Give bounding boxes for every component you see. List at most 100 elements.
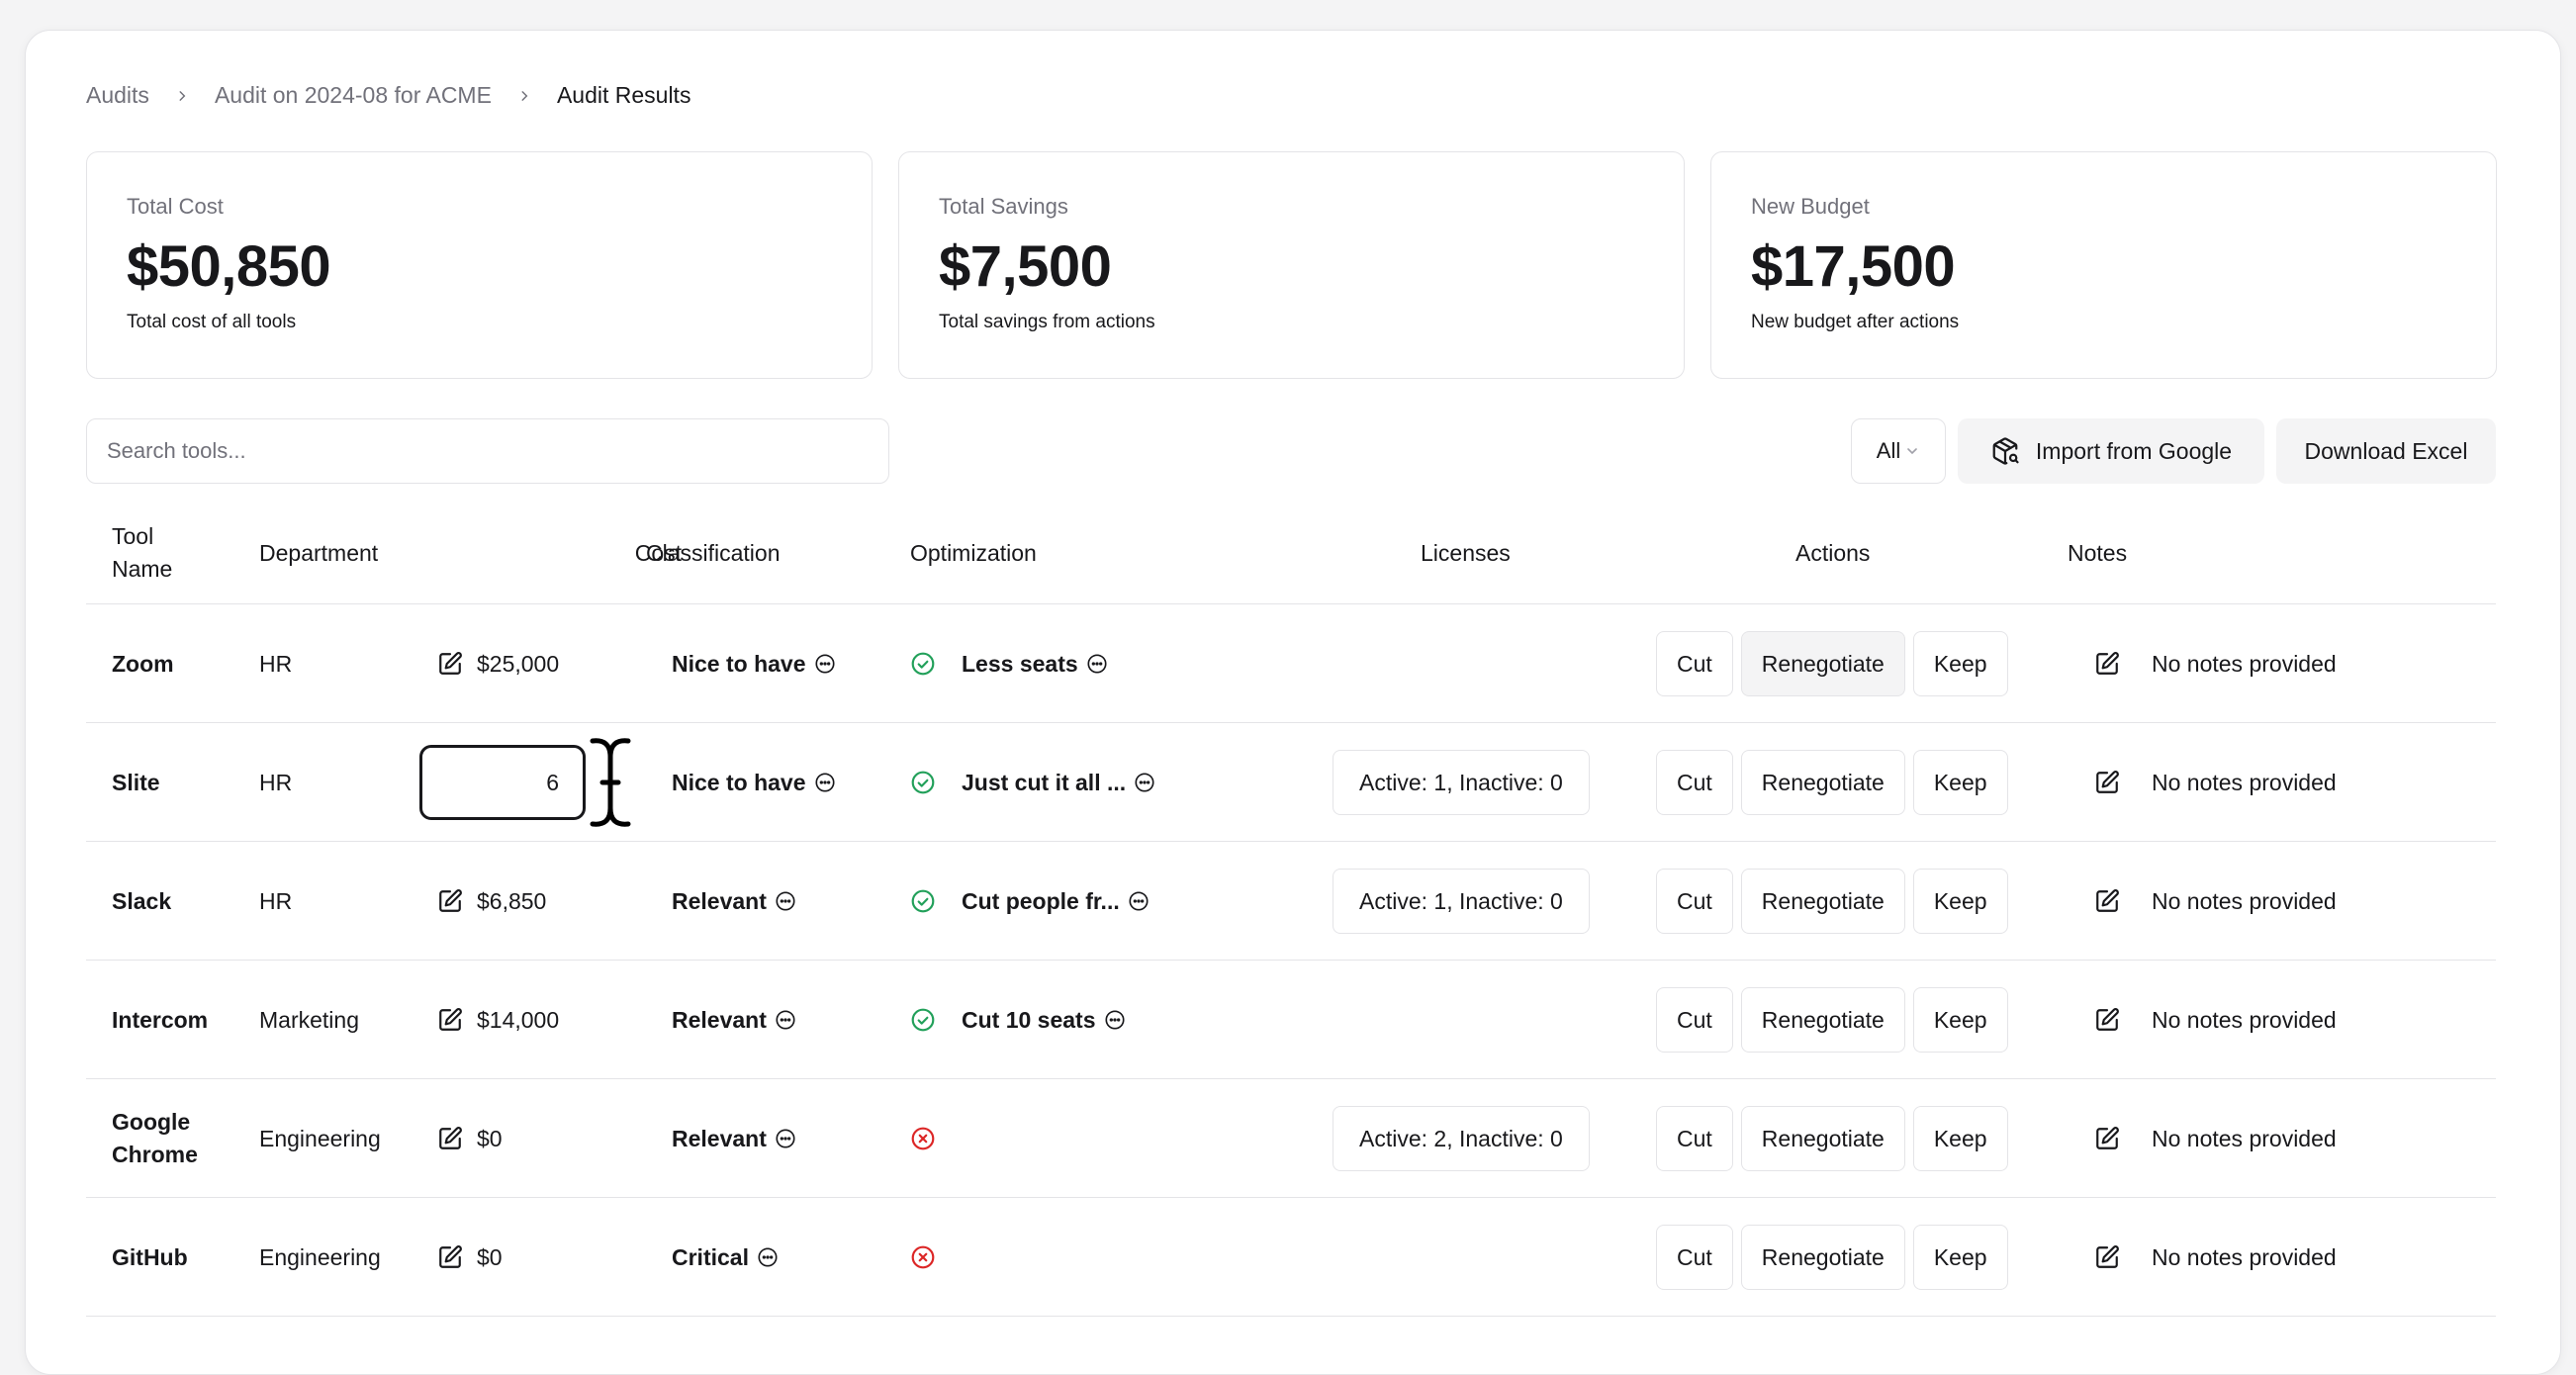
more-horizontal-circle-icon[interactable]: [757, 1246, 779, 1268]
stat-value: $17,500: [1751, 234, 1956, 299]
edit-icon[interactable]: [2094, 770, 2120, 795]
import-from-google-button[interactable]: Import from Google: [1958, 418, 2264, 484]
edit-icon[interactable]: [437, 1126, 463, 1151]
edit-icon[interactable]: [2094, 1007, 2120, 1033]
header-cost[interactable]: Cost: [634, 539, 682, 566]
keep-button[interactable]: Keep: [1912, 631, 2008, 696]
tool-name-line2: Chrome: [112, 1142, 198, 1167]
department: HR: [259, 650, 293, 677]
app-window: Audits Audit on 2024-08 for ACME Audit R…: [25, 30, 2561, 1375]
more-horizontal-circle-icon[interactable]: [1134, 772, 1155, 793]
renegotiate-button[interactable]: Renegotiate: [1740, 869, 1905, 934]
check-circle-icon: [910, 770, 936, 795]
stat-value: $7,500: [939, 234, 1112, 299]
edit-icon[interactable]: [437, 888, 463, 914]
department: Engineering: [259, 1125, 381, 1151]
table-body: Zoom HR $25,000 Nice to have Less seats: [86, 604, 2496, 1317]
tool-name: GitHub: [112, 1243, 188, 1270]
more-horizontal-circle-icon[interactable]: [775, 890, 796, 912]
breadcrumb-item-audit[interactable]: Audit on 2024-08 for ACME: [214, 82, 492, 108]
licenses: Active: 1, Inactive: 0: [1333, 842, 1590, 961]
cut-button[interactable]: Cut: [1656, 1225, 1733, 1290]
header-department[interactable]: Department: [259, 539, 379, 566]
tool-name-line1: Google: [112, 1109, 191, 1135]
license-badge[interactable]: Active: 2, Inactive: 0: [1333, 1106, 1590, 1171]
optimization: [910, 1198, 936, 1317]
license-badge[interactable]: Active: 1, Inactive: 0: [1333, 750, 1590, 815]
cut-button[interactable]: Cut: [1656, 869, 1733, 934]
notes-text: No notes provided: [2152, 650, 2337, 677]
classification-label: Relevant: [672, 1006, 767, 1033]
cost-value: $25,000: [477, 650, 560, 677]
header-optimization[interactable]: Optimization: [910, 539, 1037, 566]
keep-button[interactable]: Keep: [1912, 987, 2008, 1053]
header-classification[interactable]: Classification: [646, 539, 781, 566]
department: Marketing: [259, 1006, 359, 1033]
edit-icon[interactable]: [2094, 1244, 2120, 1270]
filter-select[interactable]: All: [1851, 418, 1946, 484]
optimization: Cut people fr...: [910, 842, 1150, 961]
edit-icon[interactable]: [2094, 1126, 2120, 1151]
cut-button[interactable]: Cut: [1656, 631, 1733, 696]
download-excel-button[interactable]: Download Excel: [2276, 418, 2496, 484]
licenses: Active: 1, Inactive: 0: [1333, 723, 1590, 842]
notes: No notes provided: [2094, 1079, 2337, 1198]
header-tool-name[interactable]: Tool Name: [112, 502, 172, 604]
total-savings-card: Total Savings $7,500 Total savings from …: [898, 151, 1685, 379]
license-badge[interactable]: Active: 1, Inactive: 0: [1333, 869, 1590, 934]
notes: No notes provided: [2094, 1198, 2337, 1317]
keep-button[interactable]: Keep: [1912, 750, 2008, 815]
classification-label: Nice to have: [672, 650, 806, 677]
renegotiate-button[interactable]: Renegotiate: [1740, 1106, 1905, 1171]
renegotiate-button[interactable]: Renegotiate: [1740, 987, 1905, 1053]
keep-button[interactable]: Keep: [1912, 1225, 2008, 1290]
tool-name: Google Chrome: [112, 1079, 240, 1198]
stat-label: Total Cost: [127, 194, 224, 219]
optimization-label: Less seats: [962, 650, 1078, 677]
edit-icon[interactable]: [437, 1007, 463, 1033]
cost-edit-input[interactable]: [419, 745, 586, 820]
cost-cell: $0: [437, 1198, 503, 1317]
more-horizontal-circle-icon[interactable]: [814, 653, 836, 675]
table-row: Intercom Marketing $14,000 Relevant Cut …: [86, 961, 2496, 1079]
table-header: Tool Name Department Cost Classification…: [86, 502, 2496, 604]
more-horizontal-circle-icon[interactable]: [775, 1009, 796, 1031]
optimization-label: Cut people fr...: [962, 887, 1120, 914]
optimization: Just cut it all ...: [910, 723, 1155, 842]
actions: Cut Renegotiate Keep: [1656, 1198, 2008, 1317]
cost-value: $14,000: [477, 1006, 560, 1033]
renegotiate-button[interactable]: Renegotiate: [1740, 631, 1905, 696]
edit-icon[interactable]: [437, 651, 463, 677]
actions: Cut Renegotiate Keep: [1656, 842, 2008, 961]
more-horizontal-circle-icon[interactable]: [1086, 653, 1108, 675]
keep-button[interactable]: Keep: [1912, 869, 2008, 934]
stat-description: Total savings from actions: [939, 312, 1155, 332]
new-budget-card: New Budget $17,500 New budget after acti…: [1710, 151, 2497, 379]
total-cost-card: Total Cost $50,850 Total cost of all too…: [86, 151, 873, 379]
edit-icon[interactable]: [2094, 888, 2120, 914]
chevron-right-icon: [171, 85, 193, 107]
more-horizontal-circle-icon[interactable]: [1104, 1009, 1126, 1031]
actions: Cut Renegotiate Keep: [1656, 604, 2008, 723]
edit-icon[interactable]: [2094, 651, 2120, 677]
renegotiate-button[interactable]: Renegotiate: [1740, 750, 1905, 815]
keep-button[interactable]: Keep: [1912, 1106, 2008, 1171]
cut-button[interactable]: Cut: [1656, 750, 1733, 815]
more-horizontal-circle-icon[interactable]: [1128, 890, 1150, 912]
cost-value: $0: [477, 1125, 503, 1151]
more-horizontal-circle-icon[interactable]: [814, 772, 836, 793]
search-input[interactable]: [86, 418, 889, 484]
more-horizontal-circle-icon[interactable]: [775, 1128, 796, 1149]
table-row: Slack HR $6,850 Relevant Cut people fr..…: [86, 842, 2496, 961]
optimization: Less seats: [910, 604, 1108, 723]
cut-button[interactable]: Cut: [1656, 1106, 1733, 1171]
header-licenses[interactable]: Licenses: [1421, 539, 1511, 566]
classification-label: Relevant: [672, 887, 767, 914]
edit-icon[interactable]: [437, 1244, 463, 1270]
cost-cell: $14,000: [437, 961, 559, 1079]
notes-text: No notes provided: [2152, 1243, 2337, 1270]
classification: Relevant: [672, 1079, 796, 1198]
breadcrumb-item-audits[interactable]: Audits: [86, 82, 149, 108]
renegotiate-button[interactable]: Renegotiate: [1740, 1225, 1905, 1290]
cut-button[interactable]: Cut: [1656, 987, 1733, 1053]
